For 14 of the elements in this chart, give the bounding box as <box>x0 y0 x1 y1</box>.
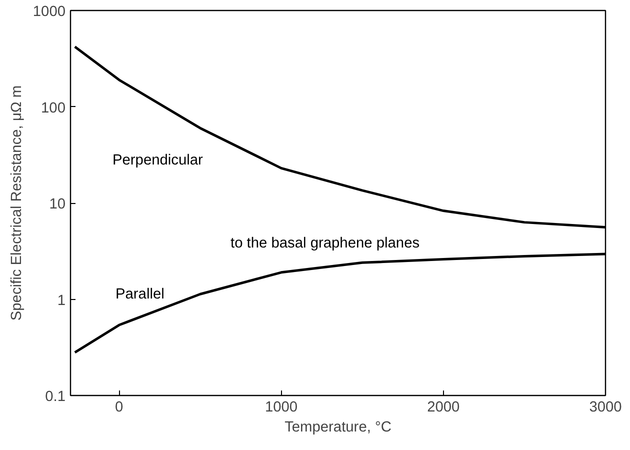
x-tick-label: 1000 <box>264 400 298 416</box>
x-axis-title: Temperature, °C <box>284 420 392 436</box>
y-tick-label: 100 <box>41 100 66 116</box>
y-tick-label: 0.1 <box>45 389 66 405</box>
annotation: Perpendicular <box>112 152 204 168</box>
y-tick-label: 10 <box>49 196 66 212</box>
x-tick-label: 3000 <box>589 400 622 416</box>
x-tick-label: 2000 <box>427 400 460 416</box>
y-axis-title: Specific Electrical Resistance, μΩ m <box>8 85 25 321</box>
y-tick-label: 1 <box>57 292 66 309</box>
annotation: Parallel <box>116 286 164 302</box>
annotation: to the basal graphene planes <box>230 236 420 252</box>
x-tick-label: 0 <box>115 400 124 416</box>
y-tick-label: 1000 <box>32 4 66 20</box>
